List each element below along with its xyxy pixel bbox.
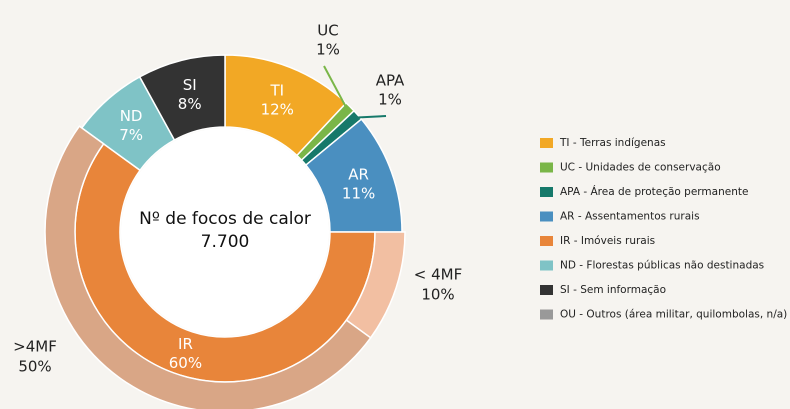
slice-value: 11% bbox=[342, 184, 375, 202]
slice-value: 1% bbox=[316, 41, 340, 59]
legend-swatch bbox=[540, 211, 553, 222]
center-label: Nº de focos de calor bbox=[139, 209, 311, 229]
slice-value: 8% bbox=[178, 95, 202, 113]
slice-value: 60% bbox=[169, 354, 202, 372]
legend-swatch bbox=[540, 162, 553, 173]
outer-value: 50% bbox=[18, 358, 51, 376]
slice-value: 7% bbox=[119, 126, 143, 144]
slice-label: AR bbox=[348, 165, 369, 183]
leader-line bbox=[323, 65, 349, 111]
slice-label: APA bbox=[376, 72, 405, 90]
legend-swatch bbox=[540, 285, 553, 295]
slice-value: 1% bbox=[378, 91, 402, 109]
outer-label: >4MF bbox=[13, 338, 57, 356]
slice-label: IR bbox=[178, 335, 193, 353]
outer-slice bbox=[44, 125, 372, 409]
slice-label: UC bbox=[317, 22, 338, 40]
legend-label: SI - Sem informação bbox=[560, 284, 666, 296]
legend-label: APA - Área de proteção permanente bbox=[560, 185, 748, 198]
slice-value: 12% bbox=[261, 100, 294, 118]
legend-label: AR - Assentamentos rurais bbox=[560, 211, 700, 223]
legend-swatch bbox=[540, 309, 553, 320]
legend-swatch bbox=[540, 236, 553, 246]
legend-swatch bbox=[540, 138, 553, 148]
legend-label: OU - Outros (área militar, quilombolas, … bbox=[560, 309, 787, 321]
center-value: 7.700 bbox=[201, 232, 250, 252]
legend-swatch bbox=[540, 187, 553, 197]
slice-label: ND bbox=[120, 107, 143, 125]
center-hole bbox=[121, 128, 329, 336]
slice bbox=[138, 54, 226, 142]
outer-label: < 4MF bbox=[414, 266, 462, 284]
outer-value: 10% bbox=[421, 286, 454, 304]
legend-label: UC - Unidades de conservação bbox=[560, 162, 721, 174]
slice-label: SI bbox=[183, 76, 197, 94]
legend-label: ND - Florestas públicas não destinadas bbox=[560, 260, 764, 272]
slice-label: TI bbox=[269, 81, 284, 99]
leader-line bbox=[354, 115, 387, 119]
legend-label: IR - Imóveis rurais bbox=[560, 235, 655, 247]
legend-swatch bbox=[540, 260, 553, 271]
legend-label: TI - Terras indígenas bbox=[559, 137, 666, 149]
